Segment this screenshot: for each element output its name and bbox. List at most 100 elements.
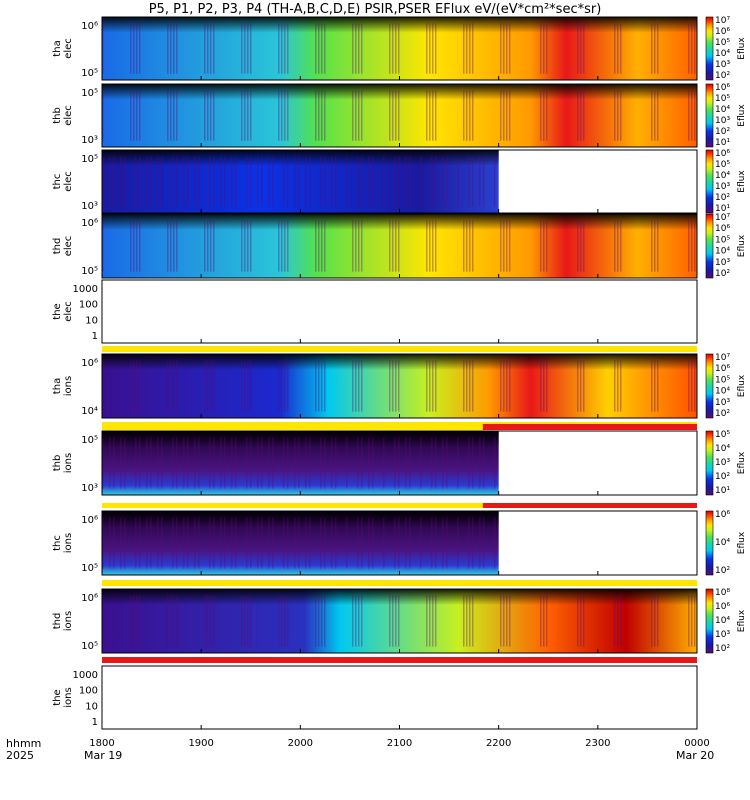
heatmap-speckle <box>469 360 471 412</box>
heatmap-speckle <box>209 517 211 569</box>
heatmap-speckle <box>204 220 206 272</box>
colorbar-tick-label: 10⁵ <box>715 375 730 385</box>
status-strip-yellow <box>102 503 483 508</box>
heatmap-speckle <box>287 156 289 207</box>
heatmap-speckle <box>543 360 545 412</box>
heatmap-speckle <box>409 517 411 569</box>
heatmap-speckle <box>432 90 434 141</box>
heatmap-speckle <box>207 23 209 74</box>
heatmap-speckle <box>170 90 172 141</box>
heatmap-speckle <box>392 595 394 647</box>
heatmap-speckle <box>261 517 263 569</box>
heatmap-speckle <box>133 595 135 647</box>
heatmap-speckle <box>509 360 511 412</box>
heatmap-speckle <box>435 90 437 141</box>
heatmap-speckle <box>320 517 322 569</box>
heatmap-speckle <box>469 220 471 272</box>
heatmap-speckle <box>405 437 407 489</box>
heatmap-speckle <box>135 156 137 207</box>
heatmap-speckle <box>394 437 396 489</box>
heatmap-speckle <box>617 23 619 74</box>
heatmap-speckle <box>284 360 286 412</box>
heatmap-speckle <box>241 90 243 141</box>
heatmap-speckle <box>136 360 138 412</box>
heatmap-speckle <box>468 437 470 489</box>
panel-frame <box>101 665 698 730</box>
heatmap-speckle <box>113 437 115 489</box>
y-tick-label: 10³ <box>81 483 98 494</box>
heatmap-speckle <box>244 595 246 647</box>
y-tick-label: 10⁵ <box>81 68 98 79</box>
heatmap-speckle <box>688 595 690 647</box>
colorbar <box>705 16 714 81</box>
colorbar-tick-label: 10⁸ <box>715 588 730 598</box>
heatmap-speckle <box>398 595 400 647</box>
y-axis-label: the <box>52 303 63 319</box>
colorbar-tick-label: 10⁶ <box>715 224 730 234</box>
heatmap-speckle <box>352 595 354 647</box>
heatmap-speckle <box>194 517 196 569</box>
heatmap-speckle <box>446 437 448 489</box>
heatmap-speckle <box>213 595 215 647</box>
heatmap-speckle <box>472 23 474 74</box>
heatmap-speckle <box>139 90 141 141</box>
heatmap-speckle <box>691 220 693 272</box>
heatmap-speckle <box>102 437 104 489</box>
heatmap-speckle <box>124 437 126 489</box>
heatmap-speckle <box>457 517 459 569</box>
heatmap-speckle <box>198 437 200 489</box>
heatmap-speckle <box>472 220 474 272</box>
heatmap-speckle <box>691 90 693 141</box>
y-axis-label: elec <box>63 105 74 126</box>
heatmap-speckle <box>287 595 289 647</box>
heatmap-speckle <box>287 90 289 141</box>
heatmap-speckle <box>466 23 468 74</box>
y-axis-label: tha <box>52 40 63 56</box>
heatmap-speckle <box>318 220 320 272</box>
y-axis-label: thd <box>52 613 63 630</box>
heatmap-speckle <box>173 23 175 74</box>
colorbar <box>705 510 714 576</box>
heatmap-speckle <box>372 156 374 207</box>
heatmap-speckle <box>580 220 582 272</box>
heatmap-speckle <box>426 90 428 141</box>
heatmap-speckle <box>543 90 545 141</box>
heatmap-speckle <box>298 437 300 489</box>
panel-thd-ions: 10⁸ 10⁶ 10⁴ 10³ 10² Eflux 10⁶ 10⁵ thd ions <box>52 588 747 654</box>
heatmap-top-shade <box>102 511 499 575</box>
heatmap-speckle <box>509 220 511 272</box>
heatmap-speckle <box>150 437 152 489</box>
heatmap-speckle <box>246 156 248 207</box>
heatmap-speckle <box>617 595 619 647</box>
heatmap-speckle <box>409 156 411 207</box>
heatmap-speckle <box>231 156 233 207</box>
heatmap-speckle <box>368 156 370 207</box>
y-tick-label: 10⁵ <box>81 435 98 446</box>
heatmap-speckle <box>109 156 111 207</box>
heatmap-speckle <box>483 437 485 489</box>
heatmap-speckle <box>176 23 178 74</box>
heatmap-speckle <box>102 90 104 141</box>
colorbar-label: Eflux <box>737 374 747 397</box>
colorbar-tick-label: 10³ <box>715 258 730 268</box>
heatmap-speckle <box>209 156 211 207</box>
heatmap-speckle <box>246 517 248 569</box>
colorbar-tick-label: 10⁴ <box>715 49 730 59</box>
heatmap-speckle <box>244 360 246 412</box>
heatmap-speckle <box>583 220 585 272</box>
heatmap-speckle <box>431 517 433 569</box>
heatmap-speckle <box>389 595 391 647</box>
heatmap-speckle <box>213 437 215 489</box>
status-strip-red <box>482 503 697 508</box>
heatmap-speckle <box>463 220 465 272</box>
heatmap-speckle <box>250 517 252 569</box>
heatmap-speckle <box>204 90 206 141</box>
y-tick-label: 10⁵ <box>81 563 98 574</box>
heatmap-speckle <box>583 360 585 412</box>
heatmap-speckle <box>204 23 206 74</box>
panel-the-elec: 1000 100 10 1 the elec <box>52 279 698 344</box>
heatmap-speckle <box>361 156 363 207</box>
heatmap-speckle <box>246 437 248 489</box>
heatmap-speckle <box>509 595 511 647</box>
